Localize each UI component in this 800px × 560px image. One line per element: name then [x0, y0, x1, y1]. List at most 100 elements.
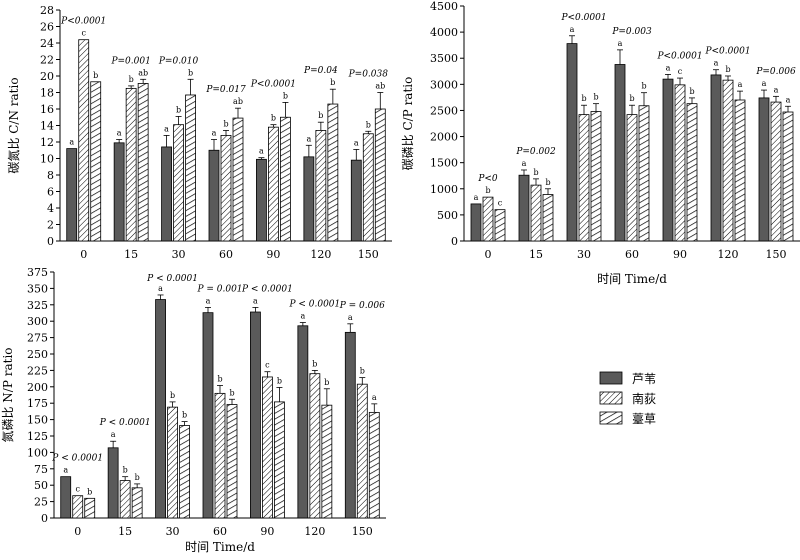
significance-letter: b	[318, 111, 323, 120]
bar	[220, 134, 232, 242]
x-tick-label: 120	[304, 525, 325, 538]
x-tick-label: 120	[310, 248, 331, 261]
x-tick-label: 0	[74, 525, 81, 538]
legend-swatch	[599, 371, 623, 385]
x-tick-label: 15	[124, 248, 138, 261]
bar	[90, 81, 102, 242]
significance-letter: b	[283, 91, 288, 100]
significance-letter: a	[300, 312, 305, 321]
p-value-label: P<0.0001	[60, 17, 106, 27]
significance-letter: a	[714, 59, 719, 68]
bar	[84, 497, 96, 519]
bar	[208, 149, 220, 242]
x-axis-label: 时间 Time/d	[597, 272, 667, 286]
bar	[710, 74, 722, 242]
bar	[530, 184, 542, 242]
y-tick-label: 10	[40, 153, 54, 166]
significance-letter: a	[522, 159, 527, 168]
bar	[185, 94, 196, 242]
bar	[232, 117, 244, 242]
significance-letter: a	[372, 393, 377, 402]
x-tick-label: 90	[266, 248, 280, 261]
p-value-label: P=0.006	[755, 67, 796, 77]
p-value-label: P<0.0001	[704, 47, 750, 57]
p-value-label: P<0.0001	[656, 51, 702, 61]
legend-label: 薹草	[632, 411, 656, 426]
p-value-label: P=0.003	[611, 27, 652, 37]
y-tick-label: 18	[40, 87, 54, 100]
significance-letter: b	[641, 82, 646, 91]
bar	[758, 97, 770, 242]
y-tick-label: 150	[27, 414, 48, 427]
significance-letter: b	[533, 168, 538, 177]
bar	[494, 209, 506, 242]
y-tick-label: 0	[451, 235, 458, 248]
bar	[626, 114, 638, 242]
y-tick-label: 175	[27, 397, 48, 410]
y-tick-label: 125	[27, 430, 48, 443]
bar	[131, 487, 143, 519]
y-tick-label: 28	[40, 4, 54, 17]
bar	[125, 87, 137, 242]
bar	[374, 108, 386, 242]
y-tick-label: 200	[27, 381, 48, 394]
significance-letter: a	[306, 134, 311, 143]
bar	[344, 331, 356, 519]
significance-letter: ab	[375, 82, 385, 91]
bar	[566, 43, 578, 242]
y-axis-label: 碳磷比 C/P ratio	[400, 77, 415, 171]
y-tick-label: 20	[40, 70, 54, 83]
bar	[315, 130, 327, 242]
significance-letter: b	[277, 376, 282, 385]
significance-letter: a	[738, 80, 743, 89]
significance-letter: a	[253, 296, 258, 305]
p-value-label: P = 0.001	[196, 284, 242, 294]
significance-letter: a	[570, 25, 575, 34]
significance-letter: ab	[233, 97, 243, 106]
bar	[674, 84, 686, 242]
bar	[638, 105, 650, 242]
y-tick-label: 26	[40, 21, 54, 34]
x-tick-label: 150	[352, 525, 373, 538]
bar	[350, 159, 362, 242]
bar	[542, 194, 554, 242]
y-tick-label: 100	[27, 446, 48, 459]
x-tick-label: 90	[260, 525, 274, 538]
bar	[137, 83, 149, 242]
y-tick-label: 1000	[430, 183, 458, 196]
bar	[274, 401, 285, 519]
p-value-label: P = 0.006	[339, 301, 385, 311]
significance-letter: b	[223, 119, 228, 128]
significance-letter: c	[81, 29, 86, 38]
bar	[280, 116, 291, 242]
significance-letter: a	[786, 95, 791, 104]
x-tick-label: 60	[625, 248, 639, 261]
significance-letter: b	[176, 105, 181, 114]
y-tick-label: 6	[47, 186, 54, 199]
significance-letter: a	[666, 63, 671, 72]
bar	[356, 383, 368, 519]
p-value-label: P<0	[477, 174, 498, 184]
x-axis-label: 时间 Time/d	[185, 540, 255, 554]
y-tick-label: 3500	[430, 52, 458, 65]
significance-letter: a	[354, 138, 359, 147]
y-axis-label: 氮磷比 N/P ratio	[0, 347, 15, 442]
significance-letter: b	[324, 378, 329, 387]
bar	[770, 101, 782, 242]
significance-letter: a	[212, 129, 217, 138]
significance-letter: a	[618, 39, 623, 48]
x-tick-label: 60	[219, 248, 233, 261]
bar	[662, 78, 674, 242]
x-tick-label: 90	[673, 248, 687, 261]
p-value-label: P=0.001	[110, 56, 150, 66]
significance-letter: a	[63, 466, 68, 475]
significance-letter: b	[581, 94, 586, 103]
y-tick-label: 16	[40, 103, 54, 116]
bar	[167, 406, 178, 519]
y-tick-label: 50	[34, 479, 48, 492]
bar	[78, 39, 90, 242]
p-value-label: P<0.0001	[250, 79, 296, 89]
significance-letter: b	[330, 78, 335, 87]
